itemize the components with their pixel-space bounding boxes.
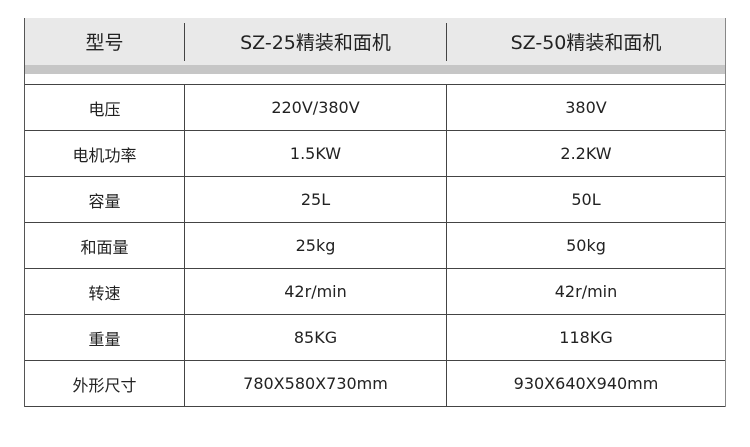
cell-value: 930X640X940mm: [446, 361, 725, 406]
header-divider-bar: [25, 65, 725, 74]
cell-value: 380V: [446, 85, 725, 130]
spec-table: 型号 SZ-25精装和面机 SZ-50精装和面机 电压 220V/380V 380V…: [24, 18, 726, 407]
cell-value: 780X580X730mm: [184, 361, 446, 406]
table-row: 重量 85KG 118KG: [25, 314, 725, 360]
cell-value: 25L: [184, 177, 446, 222]
cell-value: 50L: [446, 177, 725, 222]
cell-value: 42r/min: [184, 269, 446, 314]
table-body: 电压 220V/380V 380V 电机功率 1.5KW 2.2KW 容量 25L 50L 和面量…: [25, 84, 725, 407]
row-label: 电机功率: [72, 145, 137, 165]
table-row: 电机功率 1.5KW 2.2KW: [25, 130, 725, 176]
row-label: 重量: [88, 329, 121, 349]
table-row: 电压 220V/380V 380V: [25, 84, 725, 130]
row-label: 电压: [88, 99, 121, 119]
cell-value: 2.2KW: [446, 131, 725, 176]
table-header: 型号 SZ-25精装和面机 SZ-50精装和面机: [25, 18, 725, 65]
row-label: 转速: [88, 283, 121, 303]
row-label: 和面量: [80, 237, 129, 257]
spacer: [25, 74, 725, 84]
cell-value: 50kg: [446, 223, 725, 268]
cell-value: 220V/380V: [184, 85, 446, 130]
header-cell: SZ-25精装和面机: [184, 22, 446, 61]
cell-value: 85KG: [184, 315, 446, 360]
table-row: 和面量 25kg 50kg: [25, 222, 725, 268]
header-cell: 型号: [85, 32, 124, 54]
cell-value: 42r/min: [446, 269, 725, 314]
row-label: 外形尺寸: [72, 375, 137, 395]
cell-value: 25kg: [184, 223, 446, 268]
table-row: 容量 25L 50L: [25, 176, 725, 222]
cell-value: 118KG: [446, 315, 725, 360]
cell-value: 1.5KW: [184, 131, 446, 176]
table-row: 转速 42r/min 42r/min: [25, 268, 725, 314]
header-cell: SZ-50精装和面机: [446, 22, 725, 61]
row-label: 容量: [88, 191, 121, 211]
table-row: 外形尺寸 780X580X730mm 930X640X940mm: [25, 360, 725, 407]
